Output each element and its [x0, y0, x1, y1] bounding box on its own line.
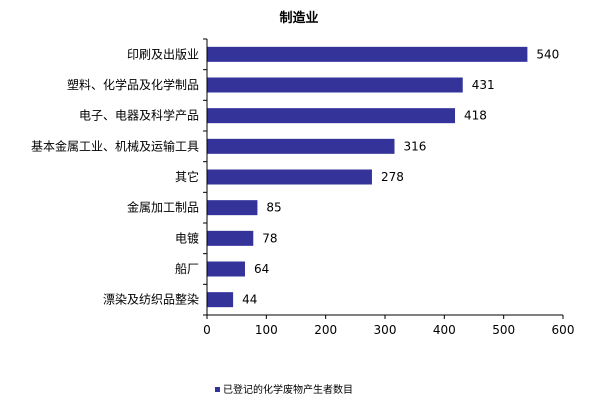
data-label: 78 — [262, 231, 277, 245]
x-tick-label: 400 — [433, 323, 456, 337]
legend-label: 已登记的化学废物产生者数目 — [223, 383, 353, 396]
bar — [207, 138, 395, 154]
x-tick-label: 200 — [314, 323, 337, 337]
data-label: 431 — [472, 78, 495, 92]
data-label: 316 — [403, 139, 426, 153]
category-label: 漂染及纺织品整染 — [103, 292, 199, 307]
bar — [207, 230, 254, 246]
category-label: 印刷及出版业 — [127, 47, 199, 61]
bar — [207, 292, 234, 308]
data-label: 278 — [381, 170, 404, 184]
category-label: 金属加工制品 — [127, 200, 199, 215]
x-tick-label: 100 — [255, 323, 278, 337]
plot-area: 印刷及出版业 540 塑料、化学品及化学制品 431 电子、电器及科学产品 418 基本金属… — [31, 38, 575, 337]
x-tick-label: 600 — [552, 323, 575, 337]
category-label: 船厂 — [175, 262, 199, 276]
category-label: 塑料、化学品及化学制品 — [67, 77, 199, 92]
bar — [207, 46, 528, 62]
category-label: 电子、电器及科学产品 — [79, 108, 199, 123]
category-label: 基本金属工业、机械及运输工具 — [31, 138, 199, 153]
category-label: 其它 — [175, 169, 199, 184]
data-label: 418 — [464, 109, 487, 123]
bar — [207, 108, 456, 124]
chart-title: 制造业 — [279, 10, 318, 26]
data-label: 44 — [242, 293, 257, 307]
x-tick-label: 500 — [492, 323, 515, 337]
bar — [207, 261, 245, 277]
x-tick-label: 0 — [203, 323, 211, 337]
x-tick-label: 300 — [374, 323, 397, 337]
data-label: 540 — [536, 47, 559, 61]
data-label: 64 — [254, 262, 269, 276]
legend-swatch — [215, 387, 220, 392]
bar — [207, 200, 258, 216]
data-label: 85 — [266, 201, 281, 215]
legend: 已登记的化学废物产生者数目 — [215, 383, 353, 396]
category-label: 电镀 — [175, 231, 199, 245]
bar — [207, 77, 463, 93]
bar — [207, 169, 372, 185]
